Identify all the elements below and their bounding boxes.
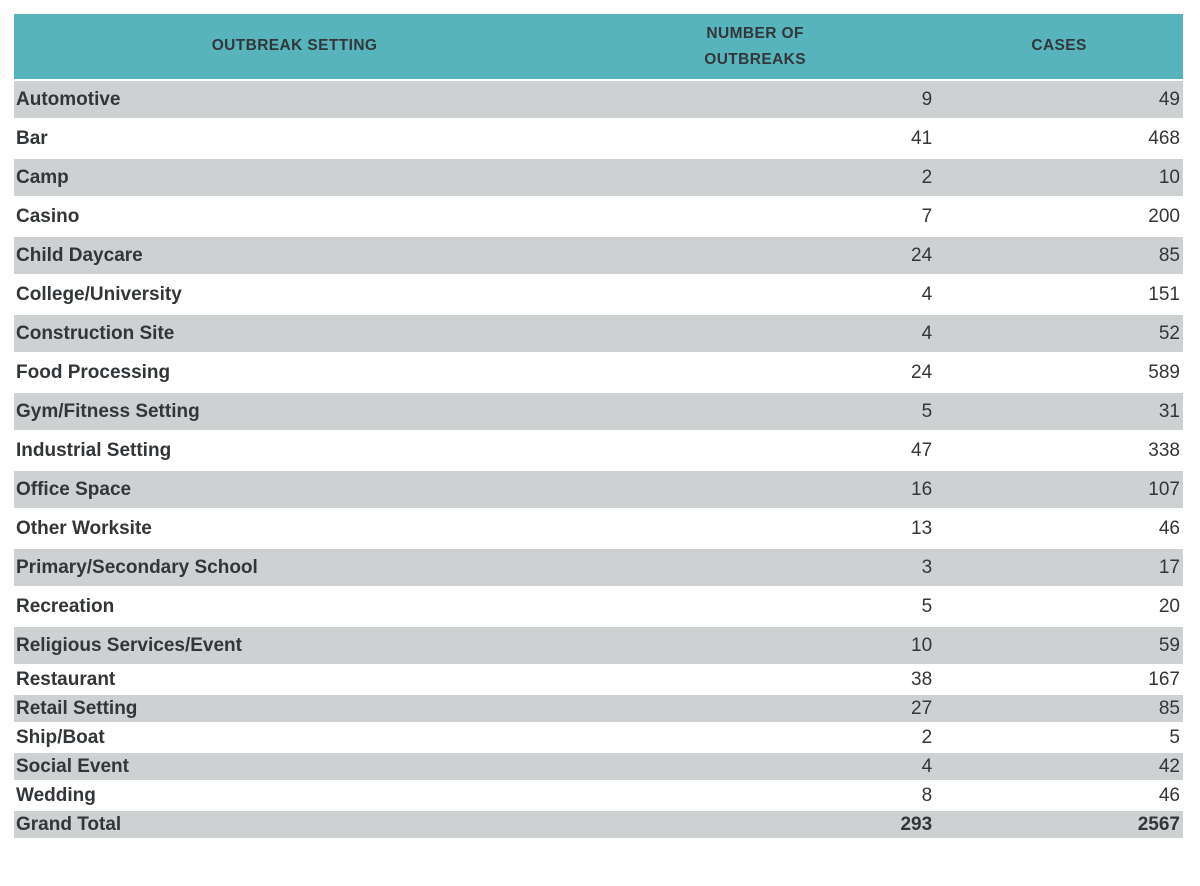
table-row: Wedding 8 46 [14,781,1183,811]
cases-cell: 59 [935,626,1183,666]
cases-cell: 52 [935,314,1183,354]
table-row: Automotive 9 49 [14,80,1183,120]
column-header-outbreak-setting: OUTBREAK SETTING [14,14,576,81]
setting-cell: Casino [14,197,576,237]
cases-cell: 46 [935,509,1183,549]
outbreaks-cell: 38 [575,665,936,695]
table-row: Bar 41 468 [14,119,1183,159]
outbreaks-cell: 47 [575,431,936,471]
table-row: Religious Services/Event 10 59 [14,626,1183,666]
table-row: Retail Setting 27 85 [14,694,1183,724]
table-row: Child Daycare 24 85 [14,236,1183,276]
setting-cell: Retail Setting [14,694,576,724]
setting-cell: Construction Site [14,314,576,354]
column-header-label: OUTBREAK SETTING [211,37,378,55]
grand-total-row: Grand Total 293 2567 [14,810,1183,840]
table-row: Primary/Secondary School 3 17 [14,548,1183,588]
column-header-label: CASES [1031,37,1087,55]
outbreaks-cell: 7 [575,197,936,237]
cases-cell: 468 [935,119,1183,159]
table-row: Other Worksite 13 46 [14,509,1183,549]
cases-cell: 17 [935,548,1183,588]
outbreaks-cell: 5 [575,392,936,432]
cases-cell: 31 [935,392,1183,432]
outbreaks-cell: 4 [575,752,936,782]
setting-cell: Industrial Setting [14,431,576,471]
table-row: Recreation 5 20 [14,587,1183,627]
table-row: Restaurant 38 167 [14,665,1183,695]
setting-cell: Primary/Secondary School [14,548,576,588]
cases-cell: 85 [935,694,1183,724]
outbreaks-cell: 16 [575,470,936,510]
outbreaks-cell: 293 [575,810,936,840]
table-row: Industrial Setting 47 338 [14,431,1183,471]
table-header: OUTBREAK SETTING NUMBER OF OUTBREAKS CAS… [14,14,1183,81]
setting-cell: Gym/Fitness Setting [14,392,576,432]
table-row: College/University 4 151 [14,275,1183,315]
header-row: OUTBREAK SETTING NUMBER OF OUTBREAKS CAS… [14,14,1183,81]
outbreaks-cell: 4 [575,275,936,315]
setting-cell: Religious Services/Event [14,626,576,666]
cases-cell: 5 [935,723,1183,753]
table-body: Automotive 9 49 Bar 41 468 Camp 2 10 Cas… [14,80,1183,840]
setting-cell: Recreation [14,587,576,627]
cases-cell: 46 [935,781,1183,811]
table-row: Gym/Fitness Setting 5 31 [14,392,1183,432]
table-row: Food Processing 24 589 [14,353,1183,393]
setting-cell: Social Event [14,752,576,782]
setting-cell: Bar [14,119,576,159]
outbreaks-cell: 2 [575,723,936,753]
column-header-cases: CASES [935,14,1183,81]
outbreaks-cell: 27 [575,694,936,724]
table-row: Camp 2 10 [14,158,1183,198]
cases-cell: 151 [935,275,1183,315]
table-row: Construction Site 4 52 [14,314,1183,354]
cases-cell: 338 [935,431,1183,471]
setting-cell: Food Processing [14,353,576,393]
table-row: Casino 7 200 [14,197,1183,237]
outbreak-settings-table: OUTBREAK SETTING NUMBER OF OUTBREAKS CAS… [14,14,1183,840]
setting-cell: College/University [14,275,576,315]
setting-cell: Child Daycare [14,236,576,276]
outbreaks-cell: 24 [575,236,936,276]
setting-cell: Restaurant [14,665,576,695]
table-row: Ship/Boat 2 5 [14,723,1183,753]
setting-cell: Ship/Boat [14,723,576,753]
outbreaks-cell: 4 [575,314,936,354]
cases-cell: 107 [935,470,1183,510]
cases-cell: 20 [935,587,1183,627]
cases-cell: 10 [935,158,1183,198]
cases-cell: 200 [935,197,1183,237]
table-row: Social Event 4 42 [14,752,1183,782]
setting-cell: Other Worksite [14,509,576,549]
column-header-number-of-outbreaks: NUMBER OF OUTBREAKS [575,14,936,81]
outbreaks-cell: 2 [575,158,936,198]
outbreaks-cell: 41 [575,119,936,159]
cases-cell: 167 [935,665,1183,695]
outbreaks-cell: 10 [575,626,936,666]
outbreaks-cell: 5 [575,587,936,627]
outbreaks-cell: 3 [575,548,936,588]
outbreaks-cell: 24 [575,353,936,393]
setting-cell: Office Space [14,470,576,510]
outbreaks-cell: 13 [575,509,936,549]
cases-cell: 85 [935,236,1183,276]
cases-cell: 589 [935,353,1183,393]
table-row: Office Space 16 107 [14,470,1183,510]
outbreaks-cell: 8 [575,781,936,811]
cases-cell: 49 [935,80,1183,120]
setting-cell: Wedding [14,781,576,811]
setting-cell: Automotive [14,80,576,120]
setting-cell: Grand Total [14,810,576,840]
cases-cell: 42 [935,752,1183,782]
column-header-label: NUMBER OF OUTBREAKS [704,24,807,68]
outbreaks-cell: 9 [575,80,936,120]
cases-cell: 2567 [935,810,1183,840]
setting-cell: Camp [14,158,576,198]
